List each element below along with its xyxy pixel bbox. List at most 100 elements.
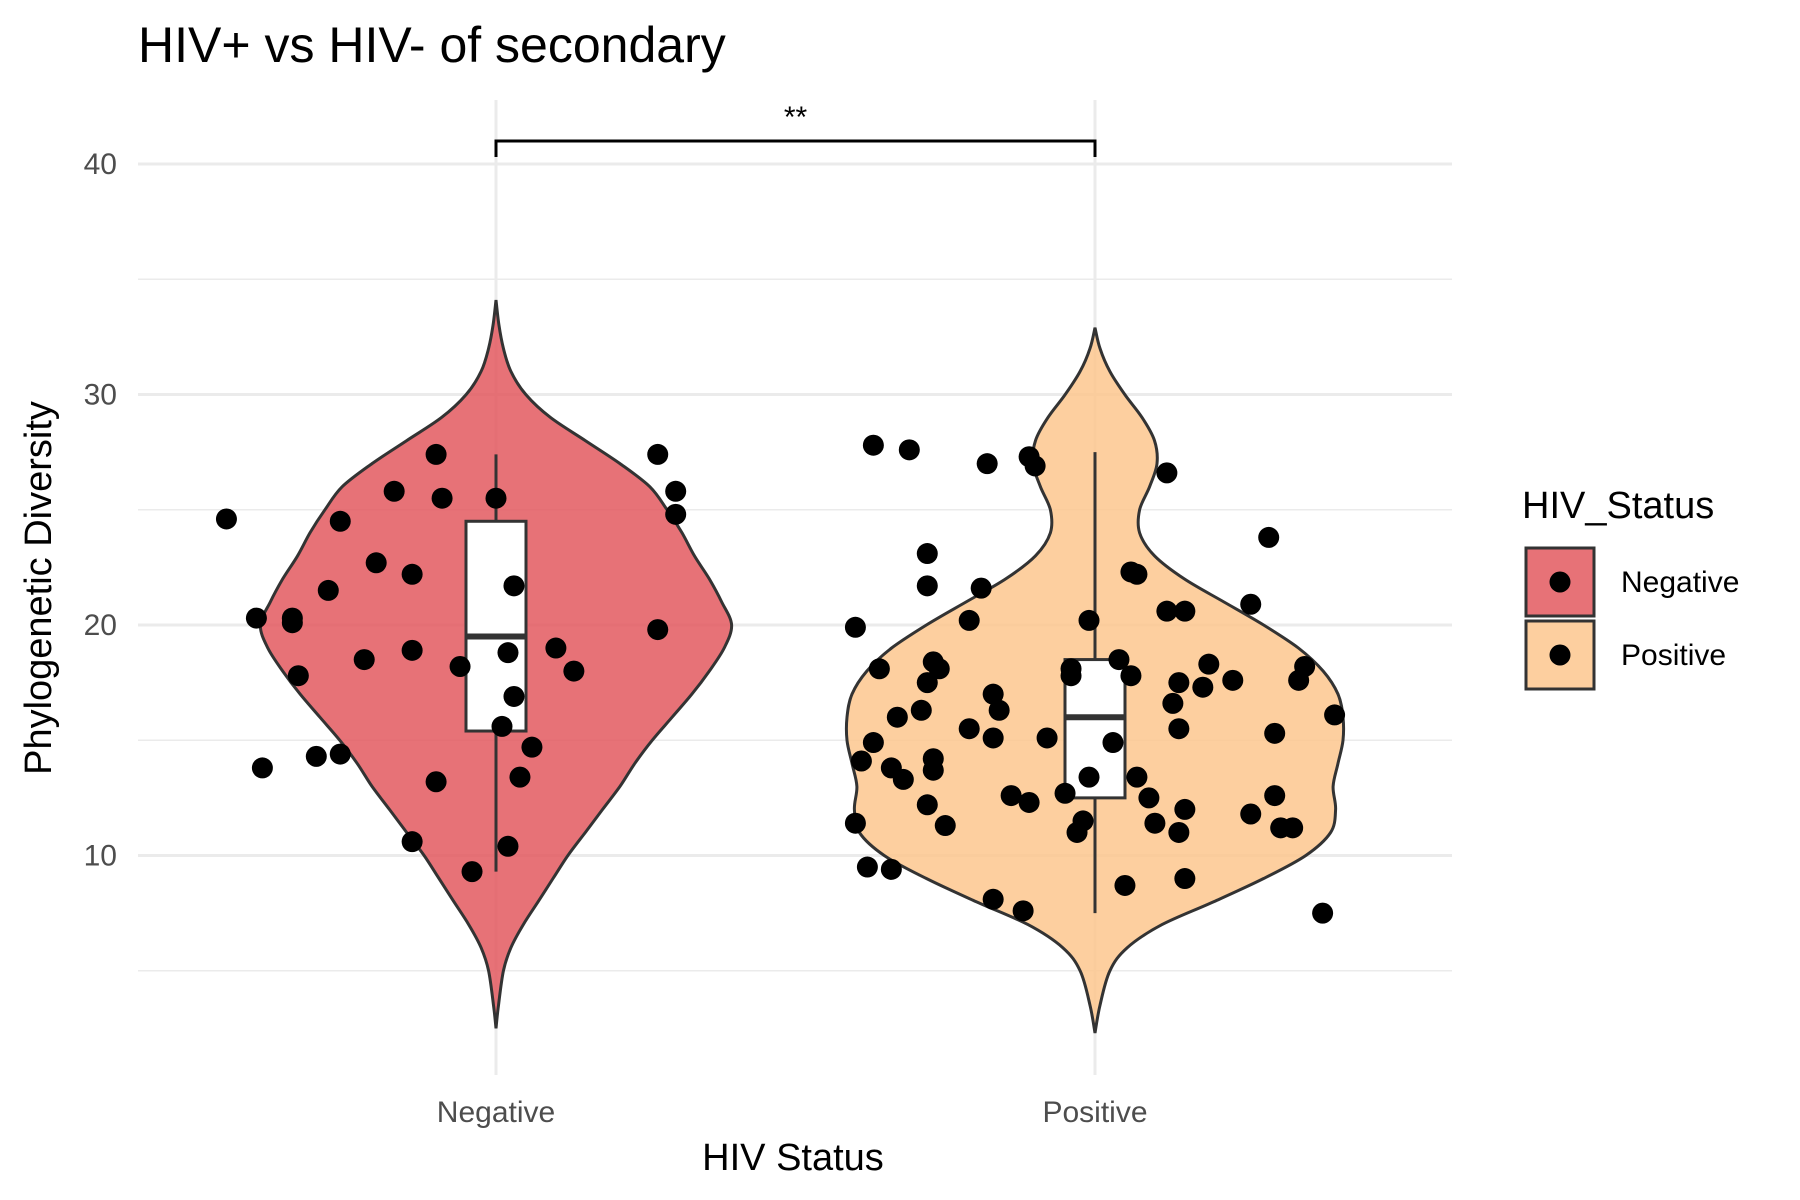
data-point [976,453,998,475]
y-tick-label: 10 [84,840,117,873]
data-point [982,727,1004,749]
data-point [922,748,944,770]
data-point [1174,600,1196,622]
y-axis-title: Phylogenetic Diversity [18,401,60,775]
x-tick-label: Negative [437,1096,555,1129]
data-point [934,815,956,837]
data-point [928,658,950,680]
data-point [1198,653,1220,675]
legend-label-positive: Positive [1621,639,1726,672]
data-point [491,715,513,737]
data-point [892,768,914,790]
legend-point-negative [1549,571,1571,593]
data-point [1264,722,1286,744]
data-point [886,706,908,728]
point-layer [215,434,1346,924]
data-point [1240,593,1262,615]
data-point [1174,868,1196,890]
legend-title: HIV_Status [1522,485,1714,527]
y-tick-label: 20 [84,609,117,642]
data-point [509,766,531,788]
y-axis-ticks: 10 20 30 40 [84,148,117,873]
data-point [401,563,423,585]
data-point [497,642,519,664]
data-point [215,508,237,530]
data-point [1168,672,1190,694]
data-point [1012,900,1034,922]
data-point [1054,782,1076,804]
data-point [383,480,405,502]
data-point [1078,766,1100,788]
data-point [1168,718,1190,740]
data-point [401,831,423,853]
data-point [916,672,938,694]
data-point [245,607,267,629]
data-point [970,577,992,599]
data-point [1282,817,1304,839]
y-tick-label: 40 [84,148,117,181]
data-point [1000,785,1022,807]
data-point [425,443,447,465]
data-point [317,579,339,601]
data-point [251,757,273,779]
data-point [916,575,938,597]
data-point [1072,810,1094,832]
data-point [862,434,884,456]
data-point [665,480,687,502]
data-point [287,665,309,687]
box-layer [464,452,1127,914]
data-point [1174,798,1196,820]
data-point [898,439,920,461]
data-point [856,856,878,878]
data-point [910,699,932,721]
data-point [365,552,387,574]
y-tick-label: 30 [84,379,117,412]
data-point [1126,563,1148,585]
data-point [401,639,423,661]
x-axis-title: HIV Status [702,1137,884,1179]
x-tick-label: Positive [1042,1096,1147,1129]
data-point [982,683,1004,705]
data-point [916,794,938,816]
data-point [1144,812,1166,834]
data-point [449,655,471,677]
data-point [665,503,687,525]
data-point [988,699,1010,721]
data-point [844,812,866,834]
data-point [1324,704,1346,726]
data-point [1078,609,1100,631]
data-point [503,685,525,707]
data-point [305,745,327,767]
significance-bracket-line [494,139,1097,157]
data-point [1060,665,1082,687]
data-point [880,858,902,880]
data-point [1162,692,1184,714]
significance-bracket: ** [494,101,1097,157]
data-point [850,750,872,772]
data-point [1222,669,1244,691]
data-point [1168,821,1190,843]
data-point [1156,600,1178,622]
data-point [982,888,1004,910]
data-point [503,575,525,597]
data-point [862,732,884,754]
chart-title: HIV+ vs HIV- of secondary [138,17,726,73]
data-point [1240,803,1262,825]
data-point [497,835,519,857]
legend: HIV_Status Negative Positive [1522,485,1739,691]
data-point [1036,727,1058,749]
data-point [1156,462,1178,484]
data-point [1120,665,1142,687]
data-point [329,510,351,532]
data-point [563,660,585,682]
data-point [431,487,453,509]
data-point [1126,766,1148,788]
data-point [521,736,543,758]
data-point [1114,874,1136,896]
data-point [844,616,866,638]
legend-label-negative: Negative [1621,566,1739,599]
data-point [353,649,375,671]
data-point [329,743,351,765]
data-point [647,443,669,465]
